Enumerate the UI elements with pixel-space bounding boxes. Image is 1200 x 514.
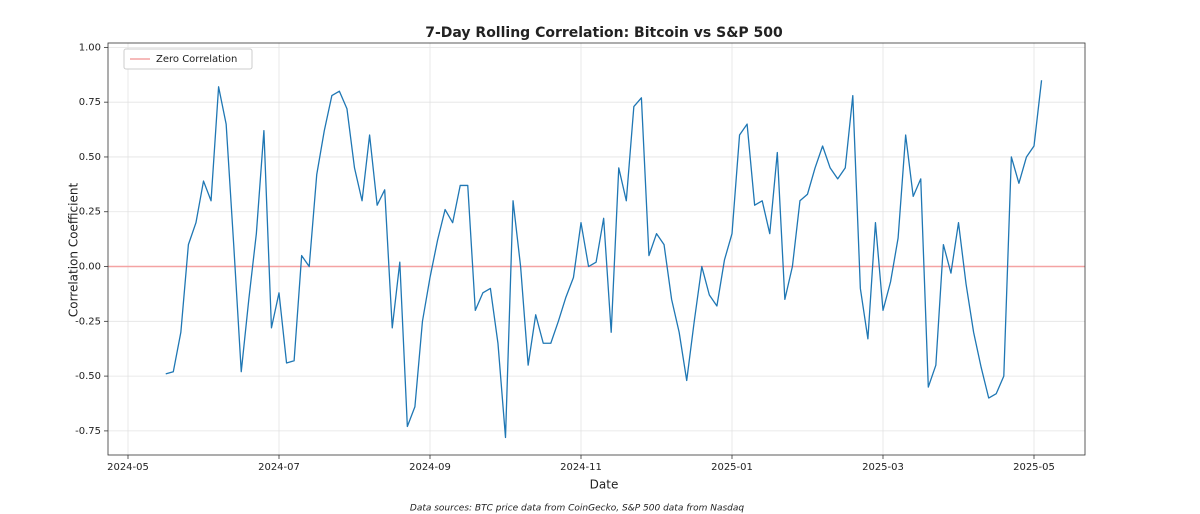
chart-title: 7-Day Rolling Correlation: Bitcoin vs S&…	[425, 25, 783, 41]
y-tick-label: -0.50	[75, 371, 101, 382]
x-tick-label: 2025-01	[711, 462, 753, 473]
x-axis-label: Date	[590, 478, 619, 492]
legend-box	[123, 48, 253, 70]
y-tick-label: 0.00	[79, 262, 101, 273]
y-tick-label: -0.25	[75, 316, 101, 327]
y-tick-label: 1.00	[79, 42, 101, 53]
data-line	[165, 80, 1043, 439]
footnote: Data sources: BTC price data from CoinGe…	[410, 504, 744, 514]
y-tick-label: -0.75	[75, 426, 101, 437]
x-tick-label: 2025-03	[862, 462, 904, 473]
y-axis-label: Correlation Coefficient	[67, 183, 81, 318]
y-tick-label: 0.75	[79, 97, 101, 108]
legend-label: Zero Correlation	[156, 54, 237, 65]
x-tick-label: 2024-11	[560, 462, 602, 473]
plot-frame	[107, 42, 1086, 456]
y-tick-label: 0.50	[79, 152, 101, 163]
x-tick-label: 2024-09	[409, 462, 451, 473]
y-tick-label: 0.25	[79, 207, 101, 218]
x-tick-label: 2025-05	[1013, 462, 1055, 473]
x-tick-label: 2024-05	[107, 462, 149, 473]
x-tick-label: 2024-07	[258, 462, 300, 473]
legend: Zero Correlation	[123, 48, 253, 70]
